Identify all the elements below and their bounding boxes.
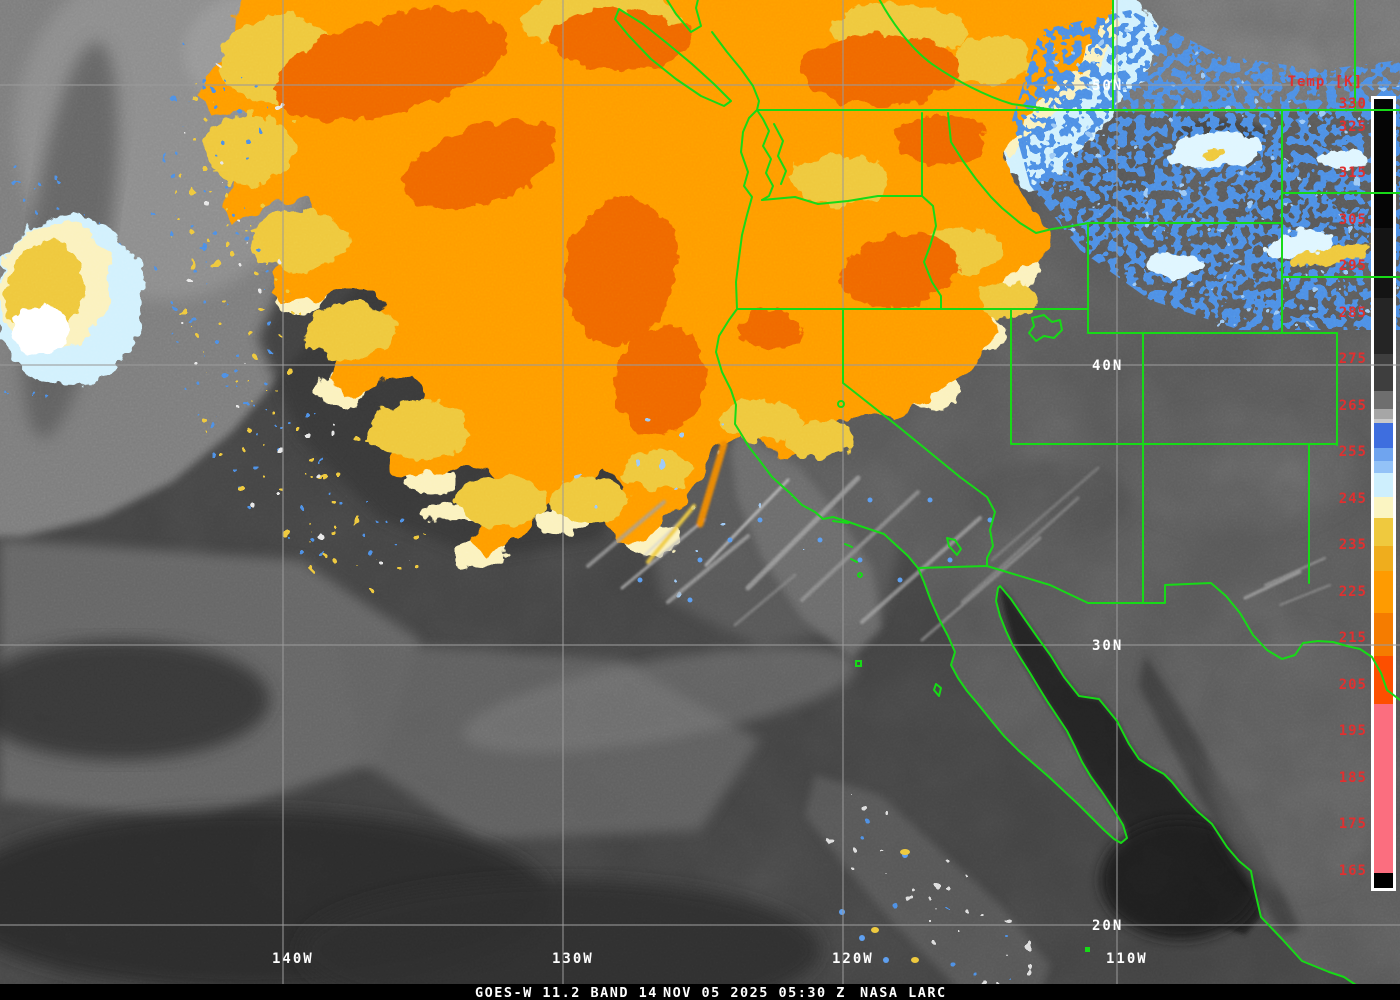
colorbar-tick-295: 295 — [1339, 258, 1367, 274]
colorbar-tick-215: 215 — [1339, 630, 1367, 646]
meridian-label-110W: 110W — [1106, 951, 1148, 967]
colorbar-tick-185: 185 — [1339, 770, 1367, 786]
island-outline — [855, 660, 862, 667]
meridian-label-130W: 130W — [552, 951, 594, 967]
great-salt-lake-outline — [1028, 314, 1063, 342]
socorro-island-dot — [1085, 947, 1090, 952]
colorbar-segment-264-262K — [1374, 409, 1393, 419]
caption-segment-1: NOV 05 2025 05:30 Z — [663, 985, 846, 1000]
salton-sea-outline — [946, 537, 962, 556]
colorbar-segment-256-253K — [1374, 448, 1393, 461]
geo-borders — [614, 0, 1400, 1000]
colorbar-segment-261-256K — [1374, 423, 1393, 448]
caption-text-group: GOES-W 11.2 BAND 14 NOV 05 2025 05:30 Z NA… — [475, 985, 947, 1000]
channel-island — [832, 520, 849, 524]
puget-sound-coast — [756, 109, 774, 201]
colorbar-tick-235: 235 — [1339, 537, 1367, 553]
channel-island — [857, 572, 863, 578]
meridian-label-120W: 120W — [832, 951, 874, 967]
colorbar-segment-245-240K — [1374, 497, 1393, 518]
bc-alberta-border — [878, 0, 1056, 111]
colorbar-segment-250-245K — [1374, 473, 1393, 497]
colorbar-tick-195: 195 — [1339, 723, 1367, 739]
oregon-idaho-border — [921, 195, 942, 310]
colorbar-segment-200-164K — [1374, 704, 1393, 873]
idaho-montana-border — [947, 112, 1089, 234]
colorbar-segment-164-161K — [1374, 873, 1393, 888]
channel-island — [850, 558, 858, 563]
colorbar-tick-205: 205 — [1339, 677, 1367, 693]
channel-island — [844, 543, 853, 548]
pacific-coastline — [715, 109, 1393, 1000]
washington-oregon-border — [761, 195, 923, 205]
caption-segment-2: NASA LARC — [860, 985, 947, 1000]
colorbar-tick-275: 275 — [1339, 351, 1367, 367]
colorbar-segment-253-250K — [1374, 461, 1393, 473]
colorbar-tick-325: 325 — [1339, 119, 1367, 135]
california-nevada-border — [842, 308, 996, 567]
parallel-label-20N: 20N — [1092, 918, 1123, 934]
colorbar-segment-234-229K — [1374, 546, 1393, 571]
colorbar-segment-220-211K — [1374, 613, 1393, 656]
colorbar-segment-331-303K — [1374, 99, 1393, 228]
meridian-label-140W: 140W — [272, 951, 314, 967]
colorbar-segment-229-220K — [1374, 571, 1393, 613]
colorbar-tick-245: 245 — [1339, 491, 1367, 507]
cedros-island-outline — [933, 683, 942, 697]
caption-bar — [0, 984, 1400, 1000]
grid-labels: 140W 130W 120W 110W 50N 40N 30N 20N — [272, 78, 1148, 967]
colorbar-segment-303-288K — [1374, 228, 1393, 298]
colorbar-title: Temp [K] — [1288, 74, 1363, 90]
colorbar-tick-265: 265 — [1339, 398, 1367, 414]
parallel-label-30N: 30N — [1092, 638, 1123, 654]
colorbar-segment-268-264K — [1374, 391, 1393, 409]
lake-tahoe-outline — [837, 400, 845, 408]
colorbar-tick-305: 305 — [1339, 212, 1367, 228]
colorbar-segment-276-268K — [1374, 354, 1393, 391]
colorbar-tick-225: 225 — [1339, 584, 1367, 600]
parallel-label-50N: 50N — [1092, 78, 1123, 94]
puget-sound-branch — [773, 123, 787, 185]
colorbar-tick-165: 165 — [1339, 863, 1367, 879]
colorbar-segments — [1374, 99, 1393, 888]
parallel-label-40N: 40N — [1092, 358, 1123, 374]
bc-mainland-coast — [665, 0, 702, 33]
colorbar-segment-262-261K — [1374, 419, 1393, 423]
colorbar-tick-330: 330 — [1339, 96, 1367, 112]
colorbar-tick-315: 315 — [1339, 165, 1367, 181]
bc-fjord-coast — [711, 31, 760, 111]
colorbar-segment-288-276K — [1374, 298, 1393, 354]
colorbar-tick-285: 285 — [1339, 305, 1367, 321]
colorbar-segment-240-234K — [1374, 518, 1393, 546]
colorbar-tick-175: 175 — [1339, 816, 1367, 832]
temperature-colorbar — [1371, 96, 1396, 891]
caption-segment-0: GOES-W 11.2 BAND 14 — [475, 985, 658, 1000]
colorbar-tick-labels: 330 325 315 305 295 285 275 265 255 245 235 225 215 2… — [1339, 96, 1367, 879]
vancouver-island-outline — [614, 8, 732, 107]
us-mexico-border — [917, 565, 1400, 701]
colorbar-tick-255: 255 — [1339, 444, 1367, 460]
